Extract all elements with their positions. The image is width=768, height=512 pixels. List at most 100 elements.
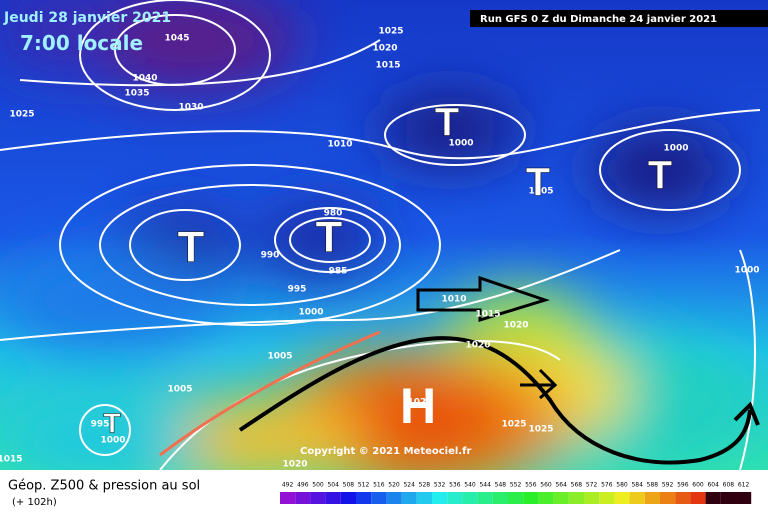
scale-swatch [508, 492, 524, 504]
scale-label: 608 [723, 482, 735, 489]
scale-swatch [416, 492, 432, 504]
copyright: Copyright © 2021 Meteociel.fr [300, 446, 471, 457]
isobar-label: 1040 [132, 74, 157, 84]
flow-arrows [238, 275, 760, 465]
scale-label: 544 [479, 482, 491, 489]
isobar-label: 1030 [178, 103, 203, 113]
isobar-label: 1005 [267, 352, 292, 362]
high-pressure-center: H [400, 378, 436, 434]
scale-label: 592 [662, 482, 674, 489]
isobar-label: 1025 [501, 420, 526, 430]
isobar-label: 995 [288, 285, 307, 295]
isobar-label: 1020 [282, 460, 307, 470]
run-box [470, 10, 768, 27]
isobar-label: 1015 [475, 310, 500, 320]
isobar-label: 1000 [663, 144, 688, 154]
isobar-label: 1025 [9, 110, 34, 120]
scale-label: 524 [403, 482, 415, 489]
isobar-label: 990 [261, 251, 280, 261]
scale-swatch [614, 492, 630, 504]
scale-label: 560 [540, 482, 552, 489]
isobar-label: 1020 [465, 341, 490, 351]
scale-swatch [538, 492, 554, 504]
isobar-label: 1000 [448, 139, 473, 149]
scale-label: 564 [555, 482, 567, 489]
scale-swatch [447, 492, 463, 504]
isobar-label: 1000 [100, 436, 125, 446]
low-pressure-center: T [316, 213, 343, 262]
legend-background [0, 470, 768, 512]
scale-swatch [568, 492, 584, 504]
pressure-centers: T T T T T T H [103, 100, 672, 438]
scale-swatch [523, 492, 539, 504]
scale-label: 508 [343, 482, 355, 489]
scale-swatch [690, 492, 706, 504]
geopotential-field [0, 0, 760, 490]
scale-label: 600 [692, 482, 704, 489]
scale-swatch [310, 492, 326, 504]
scale-swatch [553, 492, 569, 504]
scale-label: 500 [312, 482, 324, 489]
isobar-label: 980 [324, 209, 343, 219]
scale-label: 504 [327, 482, 339, 489]
scale-swatch [462, 492, 478, 504]
scale-swatch [720, 492, 736, 504]
scale-label: 584 [631, 482, 643, 489]
isobar-label: 985 [329, 267, 348, 277]
scale-label: 516 [373, 482, 385, 489]
scale-label: 512 [358, 482, 370, 489]
scale-label: 580 [616, 482, 628, 489]
scale-label: 572 [586, 482, 598, 489]
scale-swatch [660, 492, 676, 504]
scale-swatch [356, 492, 372, 504]
scale-label: 588 [647, 482, 659, 489]
low-pressure-center: T [648, 154, 672, 198]
low-pressure-center: T [103, 407, 120, 438]
legend-subtitle: (+ 102h) [12, 497, 57, 508]
isobar-label: 1000 [734, 266, 759, 276]
scale-swatch [325, 492, 341, 504]
scale-label: 540 [464, 482, 476, 489]
run-label: Run GFS 0 Z du Dimanche 24 janvier 2021 [480, 14, 717, 25]
scale-swatch [340, 492, 356, 504]
isobar-label: 995 [91, 420, 110, 430]
isobar-label: 1015 [0, 455, 23, 465]
isobar-label: 1025 [407, 398, 432, 408]
scale-swatch [371, 492, 387, 504]
scale-swatch [736, 492, 752, 504]
forecast-date: Jeudi 28 janvier 2021 [3, 10, 171, 26]
scale-label: 604 [707, 482, 719, 489]
isobar-label: 1020 [372, 44, 397, 54]
isobar-label: 1025 [528, 425, 553, 435]
scale-label: 576 [601, 482, 613, 489]
isobar-label: 1000 [298, 308, 323, 318]
scale-label: 532 [434, 482, 446, 489]
scale-label: 596 [677, 482, 689, 489]
scale-swatch [599, 492, 615, 504]
isobars [0, 0, 760, 470]
scale-swatch [386, 492, 402, 504]
isobar-label: 1035 [124, 89, 149, 99]
scale-label: 612 [738, 482, 750, 489]
scale-swatch [644, 492, 660, 504]
low-pressure-center: T [435, 101, 459, 145]
isobar-label: 1010 [441, 295, 466, 305]
scale-swatch [675, 492, 691, 504]
scale-label: 556 [525, 482, 537, 489]
low-pressure-center: T [526, 161, 550, 205]
isobar-label: 1045 [164, 34, 189, 44]
scale-swatch [629, 492, 645, 504]
scale-swatch [477, 492, 493, 504]
forecast-time: 7:00 locale [20, 31, 143, 55]
color-scale: 492 496 500 504 508 512 516 520 524 528 532 536 540 5… [280, 482, 752, 504]
scale-label: 552 [510, 482, 522, 489]
isobar-label: 1005 [528, 187, 553, 197]
scale-swatch [401, 492, 417, 504]
scale-label: 492 [282, 482, 294, 489]
isobar-label: 1020 [503, 321, 528, 331]
low-pressure-center: T [178, 223, 205, 272]
scale-label: 536 [449, 482, 461, 489]
